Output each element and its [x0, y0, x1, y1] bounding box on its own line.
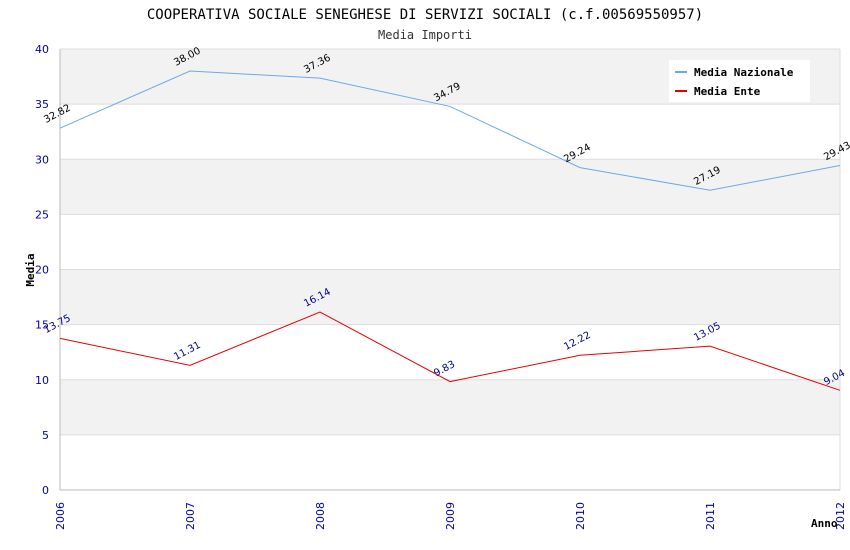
legend-label: Media Ente [694, 85, 761, 98]
x-tick-label: 2007 [184, 502, 197, 530]
grid-band [60, 269, 840, 325]
legend-box [669, 60, 810, 102]
series-line-media-nazionale [59, 70, 841, 191]
legend-label: Media Nazionale [694, 66, 794, 79]
x-tick-label: 2012 [834, 502, 847, 530]
y-tick-label: 15 [35, 319, 49, 332]
y-tick-label: 35 [35, 98, 49, 111]
y-axis-ticks: 0 5 10 15 20 25 30 35 40 [35, 43, 49, 497]
legend: Media Nazionale Media Ente [669, 60, 810, 102]
chart-subtitle: Media Importi [378, 28, 472, 42]
y-tick-label: 10 [35, 374, 49, 387]
series-line-media-ente [59, 311, 841, 391]
y-tick-label: 30 [35, 153, 49, 166]
grid-band [60, 379, 840, 435]
y-tick-label: 20 [35, 264, 49, 277]
x-tick-label: 2008 [314, 502, 327, 530]
x-tick-label: 2006 [54, 502, 67, 530]
chart-title: COOPERATIVA SOCIALE SENEGHESE DI SERVIZI… [147, 7, 703, 23]
y-tick-label: 25 [35, 208, 49, 221]
axes [59, 49, 841, 491]
y-tick-label: 0 [42, 484, 49, 497]
x-axis-label: Anno [811, 517, 838, 530]
grid-lines [60, 48, 840, 491]
grid-band [60, 159, 840, 215]
x-tick-label: 2009 [444, 502, 457, 530]
x-axis-ticks: 2006 2007 2008 2009 2010 2011 2012 [54, 502, 847, 530]
x-tick-label: 2011 [704, 502, 717, 530]
x-tick-label: 2010 [574, 502, 587, 530]
y-axis-label: Media [24, 253, 37, 286]
y-tick-label: 5 [42, 429, 49, 442]
y-tick-label: 40 [35, 43, 49, 56]
